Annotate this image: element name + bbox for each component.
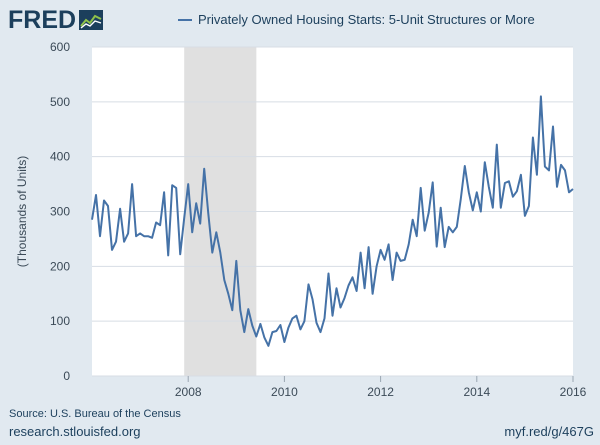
- series-line: [91, 95, 574, 347]
- line-chart: 0 100 200 300 400 500 600 2008 2010 2012 2014 2016 (…: [15, 40, 587, 399]
- fred-logo-graph-icon: [79, 10, 104, 30]
- short-link[interactable]: myf.red/g/467G: [504, 424, 594, 439]
- y-tick-label: 200: [50, 259, 70, 273]
- y-tick-label: 500: [50, 95, 70, 109]
- x-tick-label: 2010: [271, 385, 298, 399]
- x-tick-label: 2016: [560, 385, 587, 399]
- y-tick-label: 0: [63, 369, 70, 383]
- chart-header: FRED Privately Owned Housing Starts: 5-U…: [0, 0, 600, 40]
- source-link[interactable]: research.stlouisfed.org: [9, 424, 141, 439]
- source-note: Source: U.S. Bureau of the Census: [9, 408, 181, 420]
- y-tick-label: 400: [50, 150, 70, 164]
- x-tick-label: 2008: [175, 385, 202, 399]
- y-tick-label: 100: [50, 314, 70, 328]
- y-tick-label: 300: [50, 205, 70, 219]
- fred-logo[interactable]: FRED: [8, 5, 104, 34]
- x-tick-label: 2014: [463, 385, 490, 399]
- legend-swatch: [178, 18, 192, 21]
- legend-label: Privately Owned Housing Starts: 5-Unit S…: [198, 12, 535, 27]
- fred-logo-text: FRED: [8, 5, 77, 34]
- y-tick-label: 600: [50, 40, 70, 54]
- chart-legend: Privately Owned Housing Starts: 5-Unit S…: [178, 12, 535, 27]
- x-tick-label: 2012: [367, 385, 394, 399]
- y-axis-title: (Thousands of Units): [15, 156, 29, 267]
